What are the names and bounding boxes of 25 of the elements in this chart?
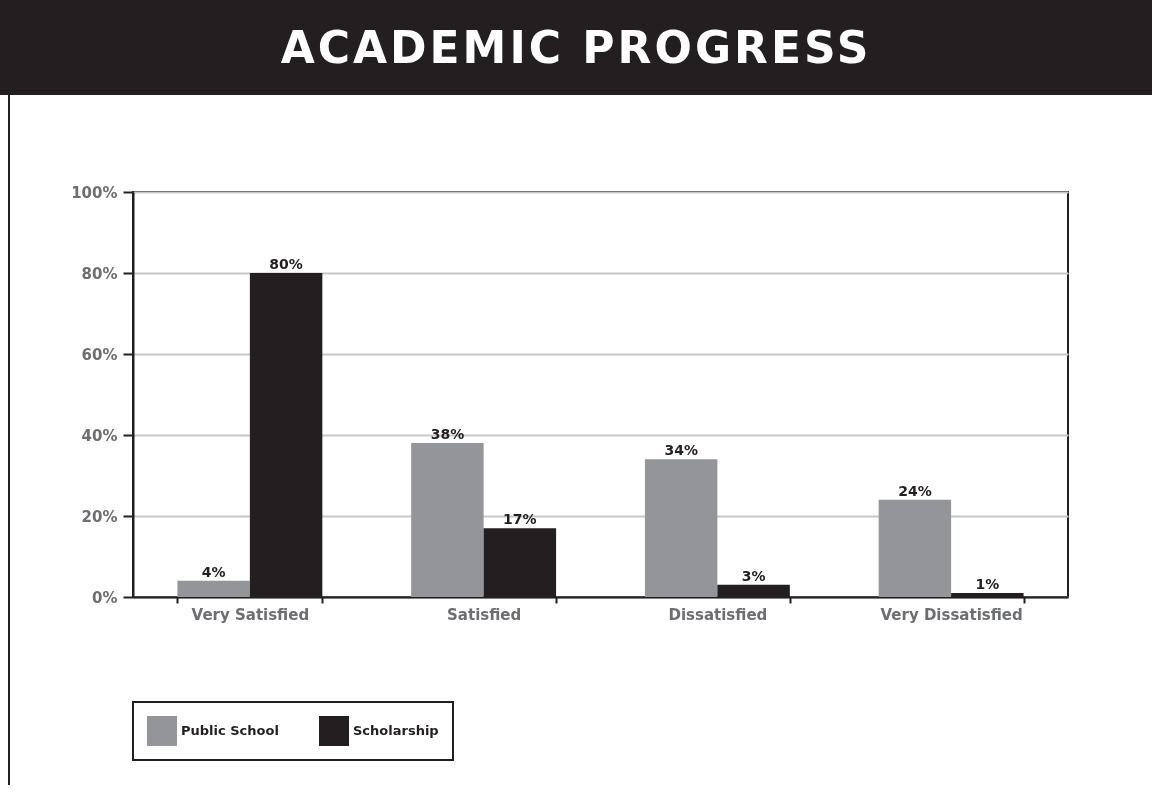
data-label: 38% xyxy=(430,426,465,443)
data-label: 1% xyxy=(975,575,1000,592)
x-tick-label: Dissatisfied xyxy=(668,605,768,624)
legend-label: Public School xyxy=(181,723,279,738)
bar xyxy=(644,459,718,597)
x-tick-label: Satisfied xyxy=(447,605,522,624)
legend-label: Scholarship xyxy=(353,723,439,738)
data-label: 17% xyxy=(503,511,537,528)
data-label: 24% xyxy=(898,482,932,499)
y-tick-label: 80% xyxy=(81,264,118,283)
y-tick-label: 100% xyxy=(71,183,118,202)
y-tick-label: 20% xyxy=(81,507,118,526)
data-label: 4% xyxy=(201,563,226,580)
data-label: 3% xyxy=(741,567,766,584)
chart-title: ACADEMIC PROGRESS xyxy=(0,0,1152,95)
y-tick-label: 60% xyxy=(81,345,118,364)
bar xyxy=(878,499,952,597)
data-label: 34% xyxy=(664,442,698,459)
data-label: 80% xyxy=(269,256,303,272)
x-tick-label: Very Satisfied xyxy=(191,605,310,624)
y-tick-label: 0% xyxy=(92,588,118,607)
x-tick-label: Very Dissatisfied xyxy=(880,605,1023,624)
bar xyxy=(411,443,484,597)
y-tick-label: 40% xyxy=(81,426,118,445)
bar xyxy=(177,580,250,597)
